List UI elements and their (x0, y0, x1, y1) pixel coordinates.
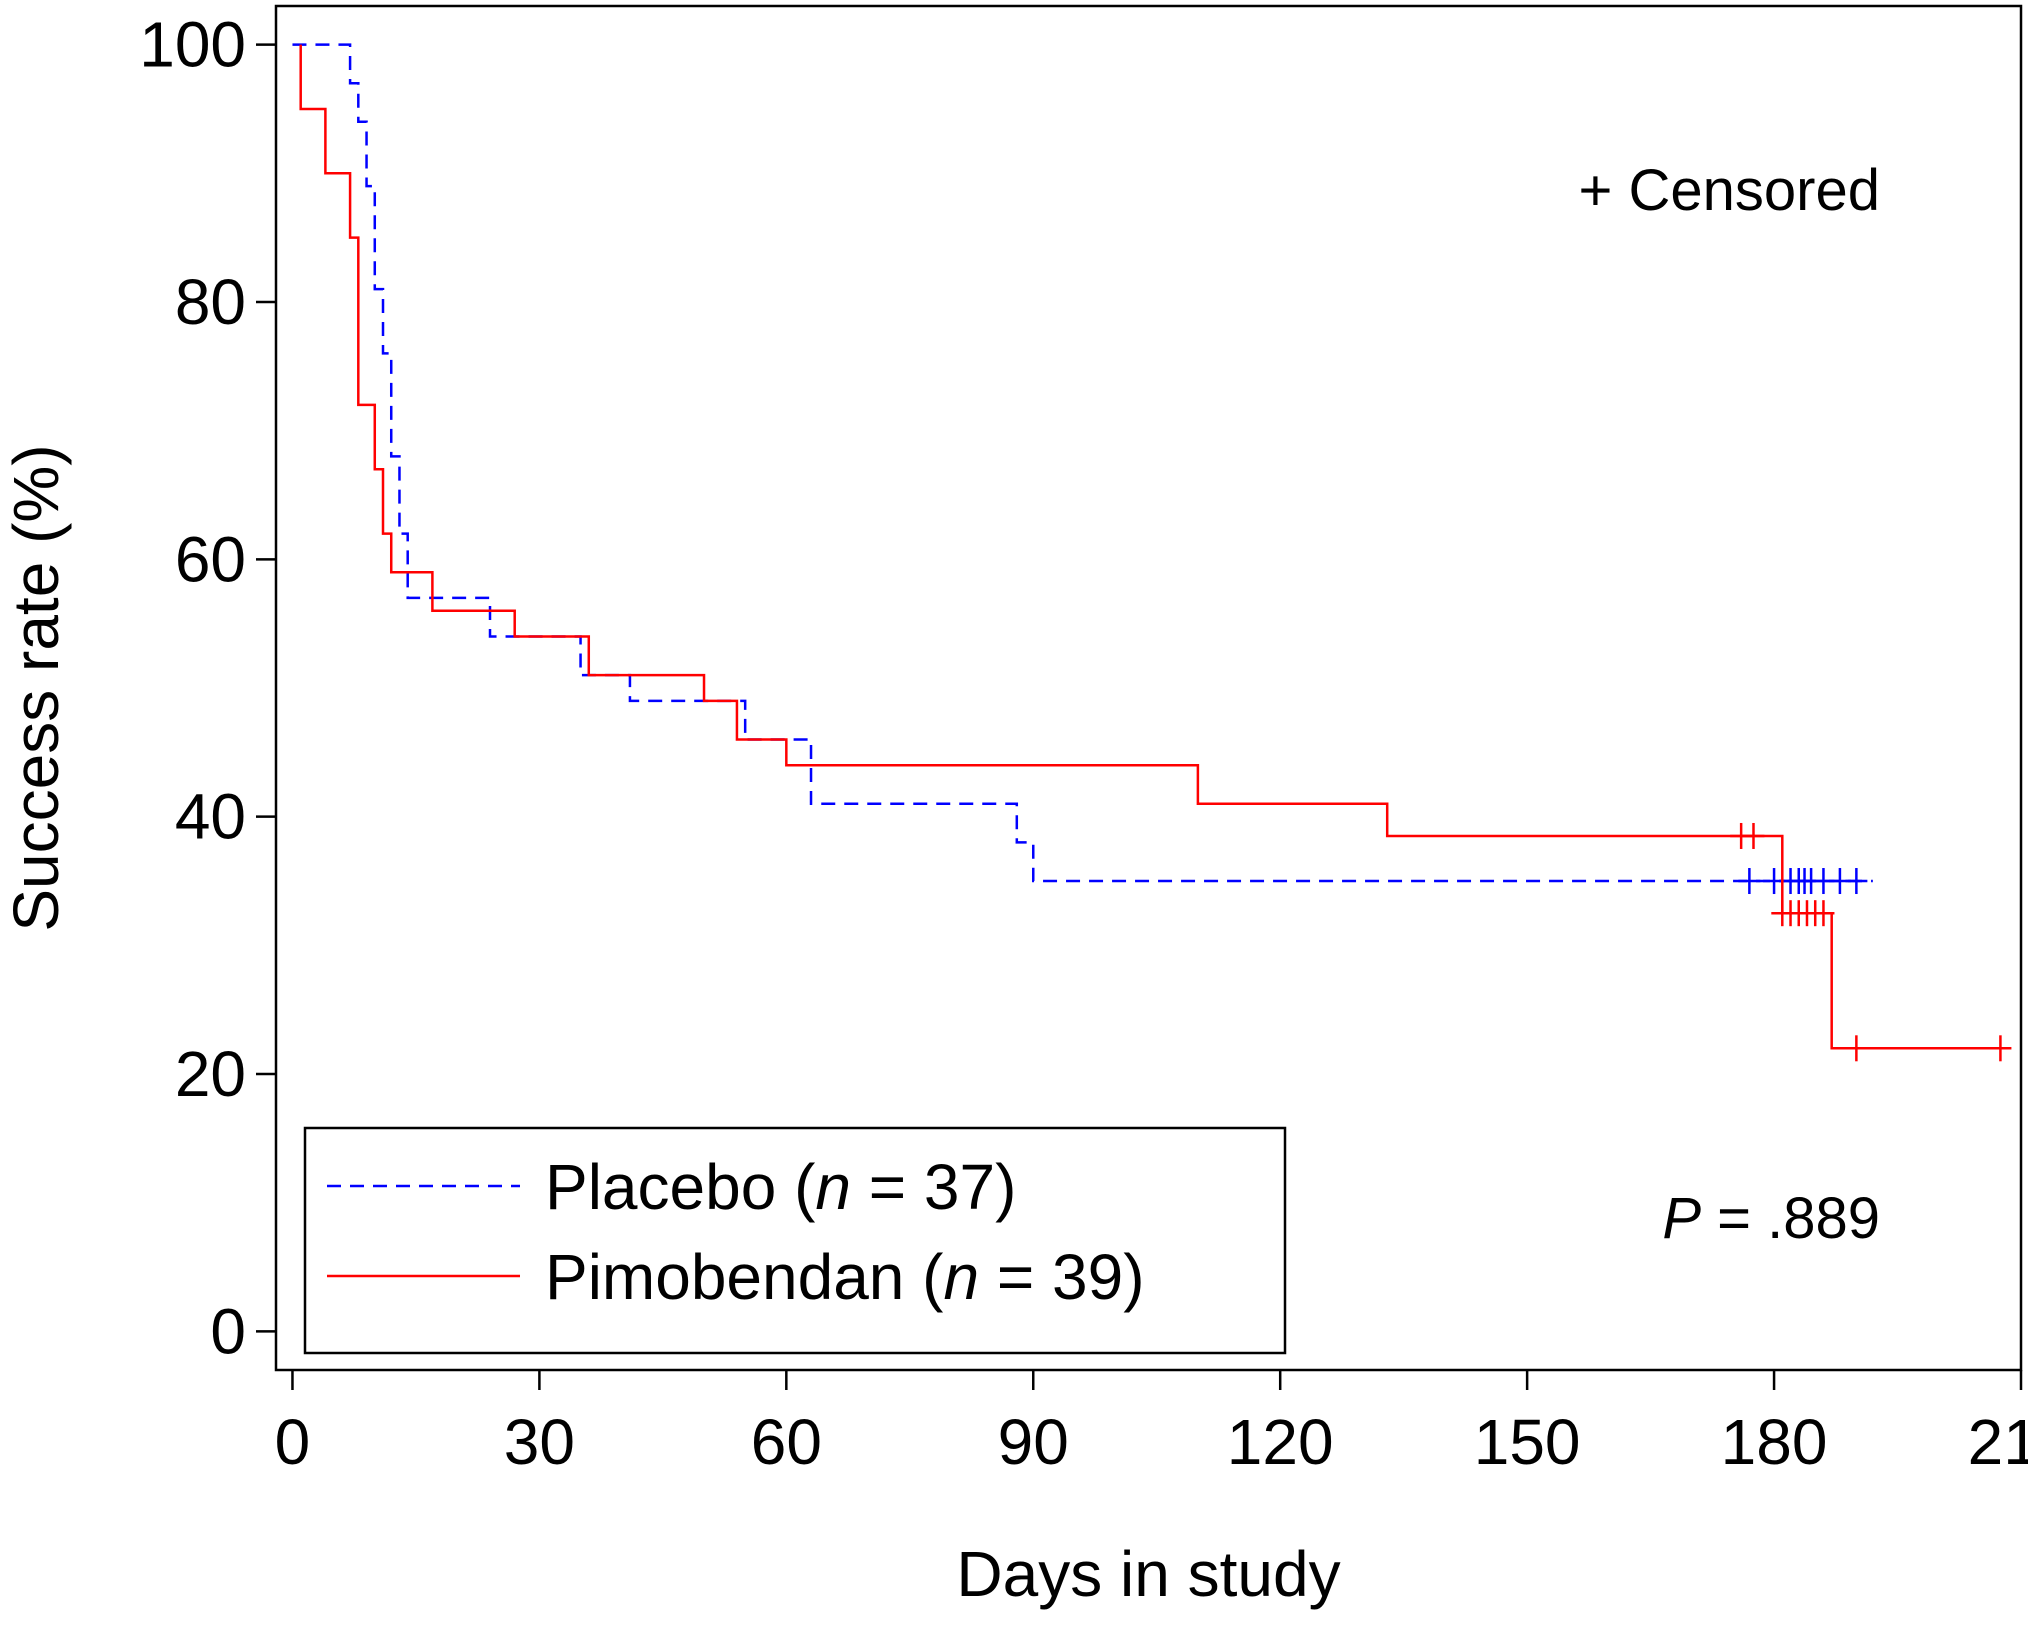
x-tick-label-1: 30 (504, 1406, 575, 1478)
y-tick-label-3: 60 (175, 523, 246, 595)
p-value-text: = .889 (1701, 1186, 1880, 1251)
censor-mark-1-7 (1812, 900, 1835, 927)
x-axis-title: Days in study (956, 1538, 1340, 1610)
censor-mark-1-1 (1742, 822, 1765, 849)
censor-mark-0-8 (1845, 868, 1868, 895)
y-axis-title: Success rate (%) (0, 444, 72, 931)
x-tick-label-7: 210 (1968, 1406, 2028, 1478)
x-tick-label-5: 150 (1474, 1406, 1581, 1478)
legend-box (303, 1126, 1287, 1355)
p-value-annotation: P = .889 (1662, 1186, 1880, 1251)
legend-label-placebo: Placebo (n = 37) (545, 1151, 1016, 1223)
legend-label-pimobendan: Pimobendan (n = 39) (545, 1241, 1145, 1313)
x-tick-label-6: 180 (1721, 1406, 1828, 1478)
y-tick-label-5: 100 (139, 9, 246, 81)
censor-mark-0-0 (1738, 868, 1761, 895)
x-tick-label-3: 90 (998, 1406, 1069, 1478)
x-tick-label-2: 60 (751, 1406, 822, 1478)
p-value-symbol: P (1662, 1186, 1701, 1251)
y-tick-label-4: 80 (175, 266, 246, 338)
plot-frame (274, 4, 2023, 1372)
series-line-0 (292, 43, 1873, 883)
censor-mark-1-8 (1845, 1035, 1868, 1062)
series-line-1 (299, 44, 2005, 1050)
x-tick-label-4: 120 (1227, 1406, 1334, 1478)
x-tick-label-0: 0 (275, 1406, 311, 1478)
y-tick-label-0: 0 (210, 1295, 246, 1367)
censored-annotation: + Censored (1579, 158, 1880, 223)
legend: Placebo (n = 37) Pimobendan (n = 39) (303, 1126, 1287, 1355)
censor-mark-1-9 (1989, 1035, 2012, 1062)
y-tick-label-1: 20 (175, 1038, 246, 1110)
y-tick-label-2: 40 (175, 781, 246, 853)
